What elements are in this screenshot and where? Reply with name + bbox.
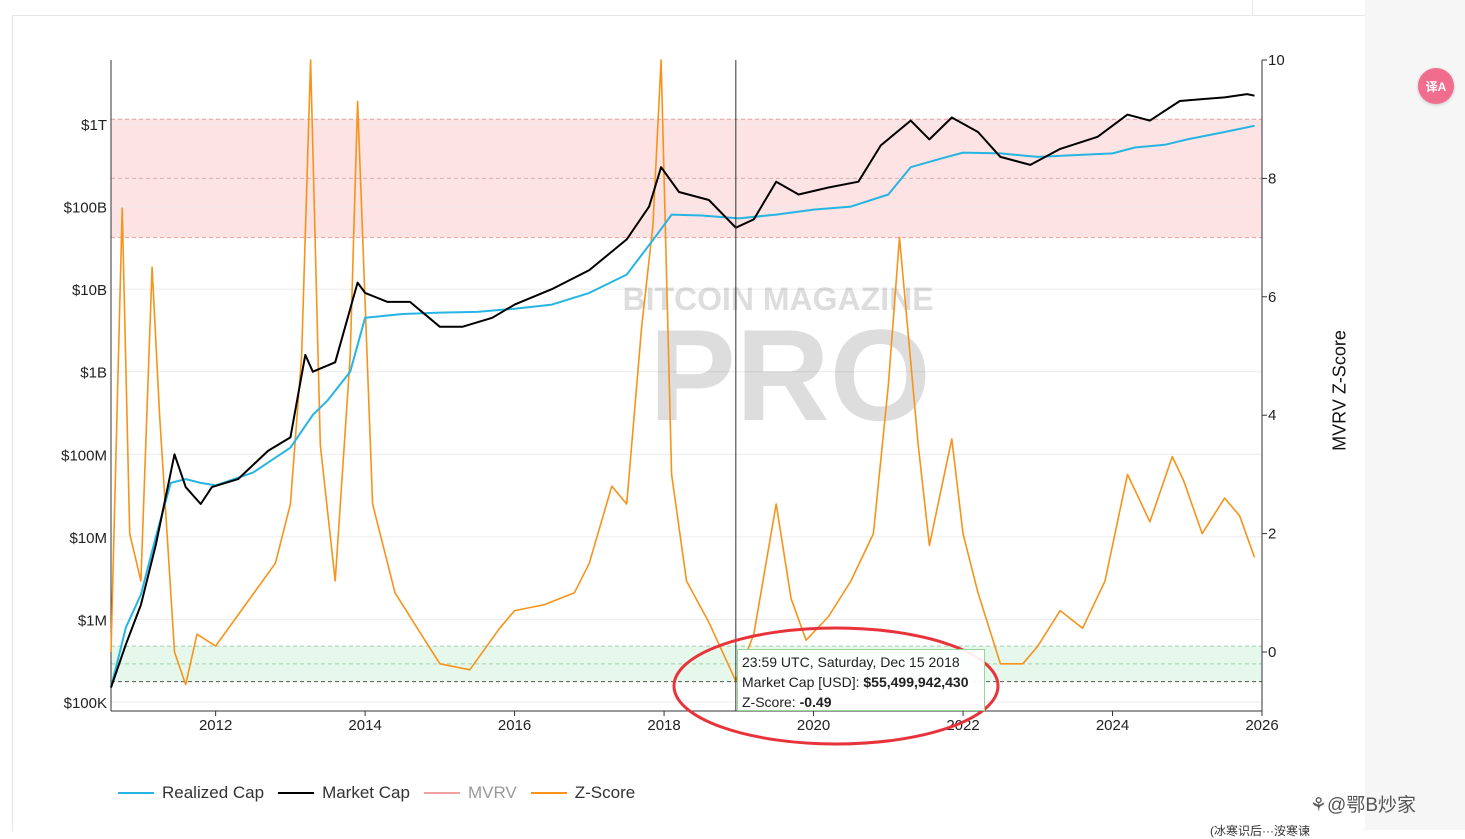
x-tick-label: 2026: [1245, 717, 1278, 734]
y-left-tick-label: $1T: [81, 117, 107, 134]
y-left-tick-label: $100M: [61, 447, 107, 464]
x-tick-label: 2014: [348, 717, 381, 734]
y-right-tick-label: 2: [1268, 526, 1276, 543]
y-right-tick-label: 4: [1268, 407, 1276, 424]
tooltip-zscore-value: -0.49: [799, 694, 832, 710]
tooltip-market-cap: Market Cap [USD]: $55,499,942,430: [742, 672, 980, 692]
legend-swatch: [118, 792, 154, 794]
series-lines: [110, 59, 1256, 688]
series-line-market-cap: [110, 93, 1255, 688]
x-tick-label: 2012: [199, 717, 232, 734]
right-gutter: [1365, 0, 1465, 830]
legend-item-mvrv[interactable]: MVRV: [423, 783, 517, 803]
legend-label: Market Cap: [322, 783, 410, 802]
x-tick-label: 2018: [647, 717, 680, 734]
y-left-tick-label: $10B: [72, 282, 107, 299]
x-tick-label: 2020: [797, 717, 830, 734]
legend-item-zscore[interactable]: Z-Score: [530, 783, 636, 803]
y-right-tick-label: 0: [1268, 644, 1276, 661]
legend-item-market-cap[interactable]: Market Cap: [278, 783, 410, 803]
legend-swatch: [278, 792, 315, 794]
x-tick-label: 2024: [1096, 717, 1129, 734]
axes: $100K $1M $10M $100M $1B $10B $100B $1T 0 2 4 6 8 10 2…: [61, 52, 1285, 734]
y-right-tick-label: 8: [1268, 170, 1276, 187]
series-line-realized-cap: [110, 124, 1255, 688]
y-left-tick-label: $1B: [80, 365, 107, 382]
tooltip-zscore: Z-Score: -0.49: [742, 692, 980, 712]
top-bar-divider: [1252, 0, 1253, 15]
legend-swatch: [423, 792, 460, 794]
legend-label: MVRV: [467, 783, 517, 802]
tooltip-market-cap-label: Market Cap [USD]:: [742, 674, 860, 690]
tooltip-market-cap-value: $55,499,942,430: [863, 674, 969, 690]
y-left-tick-label: $1M: [78, 612, 107, 629]
y-left-tick-label: $100K: [64, 695, 107, 712]
legend-label: Z-Score: [574, 783, 636, 802]
series-line-z-score: [110, 59, 1256, 686]
annotation-circle: [672, 626, 1000, 746]
translate-icon[interactable]: 译A: [1418, 68, 1454, 104]
x-tick-label: 2022: [946, 717, 979, 734]
y-left-tick-label: $10M: [69, 530, 107, 547]
legend-swatch: [530, 792, 567, 794]
legend: Realized Cap Market Cap MVRV Z-Score: [118, 783, 635, 803]
legend-item-realized-cap[interactable]: Realized Cap: [118, 783, 264, 803]
footer-snippet: (冰寒识后···洝寒谏: [1210, 824, 1310, 838]
tooltip-zscore-label: Z-Score:: [742, 694, 796, 710]
watermark-line1: BITCOIN MAGAZINE: [622, 281, 933, 317]
y-right-tick-label: 6: [1268, 289, 1276, 306]
tooltip-date: 23:59 UTC, Saturday, Dec 15 2018: [742, 654, 960, 670]
footer-watermark: ⚘@鄂B炒家: [1310, 795, 1416, 816]
y-axis-right-title: MVRV Z-Score: [1329, 330, 1350, 451]
y-left-tick-label: $100B: [64, 200, 107, 217]
tooltip: 23:59 UTC, Saturday, Dec 15 2018 Market …: [737, 649, 985, 711]
legend-label: Realized Cap: [162, 783, 265, 802]
y-right-tick-label: 10: [1268, 52, 1285, 69]
x-tick-label: 2016: [498, 717, 531, 734]
